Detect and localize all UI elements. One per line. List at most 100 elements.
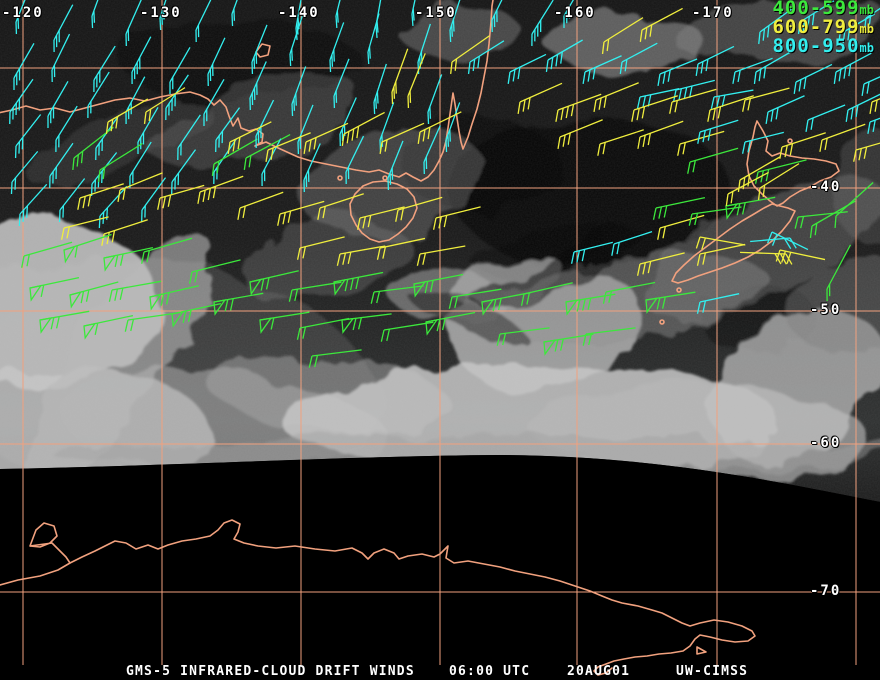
wind-barb bbox=[834, 182, 874, 229]
wind-barb-feather bbox=[143, 111, 147, 124]
wind-barb bbox=[143, 87, 186, 124]
wind-barb-shaft bbox=[129, 141, 152, 177]
wind-barb-pennant bbox=[29, 284, 43, 302]
wind-barb bbox=[188, 259, 241, 284]
wind-barb-shaft bbox=[339, 97, 357, 135]
wind-barb bbox=[869, 98, 880, 114]
wind-barb bbox=[637, 120, 684, 149]
wind-barb bbox=[765, 95, 805, 124]
wind-barb-feather bbox=[560, 108, 564, 121]
wind-barb-feather bbox=[695, 63, 699, 76]
wind-barb bbox=[563, 0, 574, 28]
wind-barb bbox=[296, 236, 345, 260]
wind-barb-shaft bbox=[91, 0, 99, 17]
wind-barb-feather bbox=[842, 31, 846, 44]
wind-barb bbox=[58, 178, 86, 223]
wind-barb-feather bbox=[774, 253, 782, 265]
wind-barb-feather bbox=[775, 107, 779, 120]
wind-barb bbox=[427, 74, 443, 125]
wind-barb-shaft bbox=[655, 196, 706, 209]
wind-barb-shaft bbox=[93, 45, 116, 81]
wind-barb-feather bbox=[833, 71, 837, 84]
islet-dot bbox=[382, 175, 388, 181]
legend-pressure-range: 600-799mb bbox=[772, 18, 874, 38]
wind-barb bbox=[697, 119, 739, 144]
wind-barb bbox=[863, 7, 880, 30]
wind-barb-feather bbox=[445, 139, 448, 153]
wind-barb bbox=[845, 93, 880, 122]
wind-barb-shaft bbox=[333, 58, 350, 97]
wind-barb-feather bbox=[207, 188, 211, 201]
wind-barb-shaft bbox=[739, 156, 781, 181]
wind-barb-feather bbox=[202, 190, 206, 203]
wind-barb-feather bbox=[296, 247, 301, 260]
wind-barb bbox=[779, 132, 826, 159]
coastline-island bbox=[255, 43, 271, 58]
wind-barb-feather bbox=[277, 213, 281, 226]
time-utc: 06:00 UTC bbox=[449, 664, 531, 679]
wind-barb bbox=[60, 216, 109, 240]
wind-barb bbox=[373, 63, 387, 115]
wind-barb-feather bbox=[197, 191, 201, 204]
wind-barb bbox=[545, 39, 583, 72]
wind-barb-shaft bbox=[231, 0, 238, 15]
wind-barb bbox=[39, 310, 90, 334]
wind-barb-shaft bbox=[863, 76, 880, 85]
wind-barb-shaft bbox=[699, 243, 746, 255]
wind-barb-feather bbox=[314, 355, 319, 368]
wind-barb-feather bbox=[395, 209, 399, 222]
wind-barb-shaft bbox=[49, 142, 74, 177]
wind-barb-shaft bbox=[125, 0, 142, 35]
wind-barb bbox=[329, 22, 345, 73]
wind-barb bbox=[195, 0, 212, 43]
coastline-antarctica bbox=[0, 519, 756, 676]
pressure-level-legend: 400-599mb 600-799mb 800-950mb bbox=[772, 0, 874, 57]
wind-barb-feather bbox=[375, 25, 378, 39]
wind-barb-pennant bbox=[69, 291, 83, 309]
wind-barb-feather bbox=[688, 213, 693, 226]
wind-barb bbox=[333, 58, 350, 109]
wind-barb-feather bbox=[783, 238, 792, 250]
wind-barb-feather bbox=[736, 203, 741, 216]
wind-barb-feather bbox=[417, 61, 420, 75]
wind-barb-shaft bbox=[359, 206, 405, 219]
wind-barb-feather bbox=[297, 17, 300, 30]
wind-barb-feather bbox=[441, 318, 446, 331]
wind-barb-feather bbox=[21, 255, 25, 268]
islet-dot bbox=[337, 175, 343, 181]
wind-barb-feather bbox=[448, 296, 453, 309]
wind-barb bbox=[10, 150, 39, 195]
wind-barb-shaft bbox=[299, 317, 350, 329]
wind-barb-feather bbox=[102, 167, 106, 180]
wind-barb-feather bbox=[678, 88, 682, 101]
wind-barb-shaft bbox=[835, 182, 874, 217]
wind-barb-feather bbox=[329, 59, 332, 73]
wind-barb-feather bbox=[344, 279, 349, 292]
legend-unit-text: mb bbox=[859, 3, 874, 17]
wind-barb bbox=[18, 183, 48, 227]
wind-barb-feather bbox=[565, 106, 569, 119]
wind-barb-shaft bbox=[835, 52, 872, 73]
wind-barb-pennant bbox=[645, 297, 659, 314]
wind-barb bbox=[601, 17, 644, 54]
wind-barb bbox=[97, 142, 143, 182]
wind-barb bbox=[837, 13, 875, 46]
wind-barb-feather bbox=[108, 289, 113, 302]
wind-barb-shaft bbox=[855, 142, 880, 151]
wind-barb bbox=[308, 349, 362, 368]
wind-barb-pennant bbox=[39, 317, 53, 334]
wind-barb-shaft bbox=[740, 251, 787, 255]
wind-barb-shaft bbox=[633, 95, 678, 111]
wind-barb-feather bbox=[758, 31, 761, 45]
wind-barb bbox=[55, 105, 78, 153]
wind-barb-feather bbox=[237, 137, 241, 150]
wind-barb-shaft bbox=[557, 93, 602, 111]
wind-barb bbox=[141, 237, 193, 264]
wind-barb bbox=[417, 111, 462, 144]
wind-barb-feather bbox=[712, 108, 716, 121]
wind-barb-feather bbox=[702, 300, 707, 313]
wind-barb bbox=[710, 89, 754, 109]
wind-barb-shaft bbox=[584, 55, 622, 73]
longitude-label: -140 bbox=[278, 5, 320, 21]
wind-barb bbox=[741, 131, 784, 154]
